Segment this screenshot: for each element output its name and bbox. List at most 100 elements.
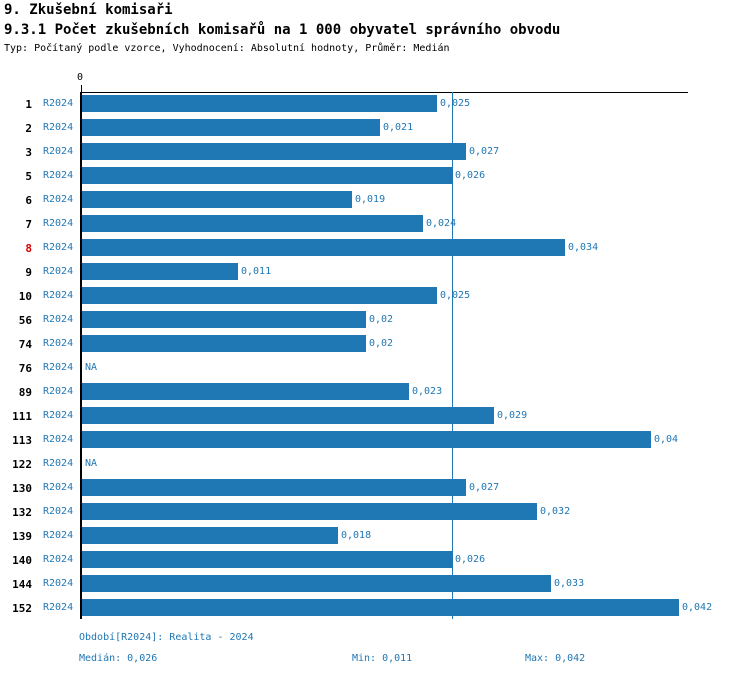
row-period-label: R2024 xyxy=(43,242,74,253)
row-period-label: R2024 xyxy=(43,530,74,541)
row-period-label: R2024 xyxy=(43,554,74,565)
bar[interactable] xyxy=(82,479,466,496)
bar[interactable] xyxy=(82,167,452,184)
table-row[interactable]: 111 R2024 0,029 xyxy=(0,405,750,429)
bar[interactable] xyxy=(82,383,409,400)
row-category-label: 6 xyxy=(25,194,32,207)
table-row[interactable]: 74 R2024 0,02 xyxy=(0,333,750,357)
row-na-label: NA xyxy=(85,458,98,469)
bar[interactable] xyxy=(82,311,366,328)
table-row[interactable]: 7 R2024 0,024 xyxy=(0,213,750,237)
row-category-label: 76 xyxy=(18,362,32,375)
row-period-label: R2024 xyxy=(43,146,74,157)
row-category-label: 5 xyxy=(25,170,32,183)
table-row[interactable]: 56 R2024 0,02 xyxy=(0,309,750,333)
row-category-label: 10 xyxy=(18,290,32,303)
bar[interactable] xyxy=(82,215,423,232)
bar-value-label: 0,042 xyxy=(682,602,713,613)
axis-left-line xyxy=(80,92,82,619)
bar[interactable] xyxy=(82,599,679,616)
chart-footer: Období[R2024]: Realita - 2024 Medián: 0,… xyxy=(0,632,750,680)
bar[interactable] xyxy=(82,527,338,544)
table-row[interactable]: 139 R2024 0,018 xyxy=(0,525,750,549)
bar-value-label: 0,025 xyxy=(440,290,471,301)
table-row[interactable]: 113 R2024 0,04 xyxy=(0,429,750,453)
bar[interactable] xyxy=(82,263,238,280)
row-period-label: R2024 xyxy=(43,434,74,445)
table-row[interactable]: 6 R2024 0,019 xyxy=(0,189,750,213)
bar-value-label: 0,034 xyxy=(568,242,599,253)
row-period-label: R2024 xyxy=(43,458,74,469)
row-category-label: 140 xyxy=(12,554,32,567)
bar-value-label: 0,026 xyxy=(455,170,486,181)
bar[interactable] xyxy=(82,143,466,160)
bar-value-label: 0,023 xyxy=(412,386,443,397)
chart-meta-line: Typ: Počítaný podle vzorce, Vyhodnocení:… xyxy=(4,43,450,54)
bar[interactable] xyxy=(82,551,452,568)
table-row[interactable]: 130 R2024 0,027 xyxy=(0,477,750,501)
bar-value-label: 0,018 xyxy=(341,530,372,541)
row-category-label: 89 xyxy=(18,386,32,399)
row-period-label: R2024 xyxy=(43,338,74,349)
bar-value-label: 0,025 xyxy=(440,98,471,109)
row-category-label: 152 xyxy=(12,602,32,615)
table-row[interactable]: 5 R2024 0,026 xyxy=(0,165,750,189)
row-category-label: 113 xyxy=(12,434,32,447)
bar-value-label: 0,019 xyxy=(355,194,386,205)
table-row[interactable]: 140 R2024 0,026 xyxy=(0,549,750,573)
row-period-label: R2024 xyxy=(43,506,74,517)
bar-value-label: 0,04 xyxy=(654,434,679,445)
bar[interactable] xyxy=(82,287,437,304)
table-row[interactable]: 132 R2024 0,032 xyxy=(0,501,750,525)
table-row[interactable]: 89 R2024 0,023 xyxy=(0,381,750,405)
table-row[interactable]: 122 R2024 NA xyxy=(0,453,750,477)
footer-median-label: Medián: 0,026 xyxy=(79,653,158,664)
row-period-label: R2024 xyxy=(43,170,74,181)
bar[interactable] xyxy=(82,407,494,424)
bar-value-label: 0,027 xyxy=(469,146,500,157)
bar[interactable] xyxy=(82,239,565,256)
bar[interactable] xyxy=(82,575,551,592)
row-category-label: 139 xyxy=(12,530,32,543)
row-category-label: 74 xyxy=(18,338,32,351)
table-row[interactable]: 9 R2024 0,011 xyxy=(0,261,750,285)
bar[interactable] xyxy=(82,95,437,112)
footer-max-label: Max: 0,042 xyxy=(525,653,586,664)
table-row[interactable]: 152 R2024 0,042 xyxy=(0,597,750,621)
row-category-label: 8 xyxy=(25,242,32,255)
row-category-label: 122 xyxy=(12,458,32,471)
row-period-label: R2024 xyxy=(43,314,74,325)
row-category-label: 1 xyxy=(25,98,32,111)
bar[interactable] xyxy=(82,191,352,208)
row-category-label: 130 xyxy=(12,482,32,495)
median-reference-line xyxy=(452,92,453,619)
table-row[interactable]: 76 R2024 NA xyxy=(0,357,750,381)
bar-value-label: 0,027 xyxy=(469,482,500,493)
axis-tick-zero xyxy=(81,85,82,93)
row-period-label: R2024 xyxy=(43,98,74,109)
table-row[interactable]: 10 R2024 0,025 xyxy=(0,285,750,309)
bar-value-label: 0,02 xyxy=(369,314,394,325)
bar-value-label: 0,024 xyxy=(426,218,457,229)
bar[interactable] xyxy=(82,503,537,520)
bar-value-label: 0,026 xyxy=(455,554,486,565)
table-row[interactable]: 8 R2024 0,034 xyxy=(0,237,750,261)
row-period-label: R2024 xyxy=(43,266,74,277)
bar-value-label: 0,029 xyxy=(497,410,528,421)
bar-value-label: 0,021 xyxy=(383,122,414,133)
table-row[interactable]: 144 R2024 0,033 xyxy=(0,573,750,597)
chart-subtitle: 9.3.1 Počet zkušebních komisařů na 1 000… xyxy=(4,22,561,38)
bar[interactable] xyxy=(82,335,366,352)
row-period-label: R2024 xyxy=(43,602,74,613)
bar-value-label: 0,011 xyxy=(241,266,272,277)
row-category-label: 7 xyxy=(25,218,32,231)
table-row[interactable]: 2 R2024 0,021 xyxy=(0,117,750,141)
axis-top-line xyxy=(81,92,688,93)
table-row[interactable]: 1 R2024 0,025 xyxy=(0,93,750,117)
bar[interactable] xyxy=(82,119,380,136)
row-category-label: 9 xyxy=(25,266,32,279)
bar[interactable] xyxy=(82,431,651,448)
row-period-label: R2024 xyxy=(43,122,74,133)
table-row[interactable]: 3 R2024 0,027 xyxy=(0,141,750,165)
row-na-label: NA xyxy=(85,362,98,373)
